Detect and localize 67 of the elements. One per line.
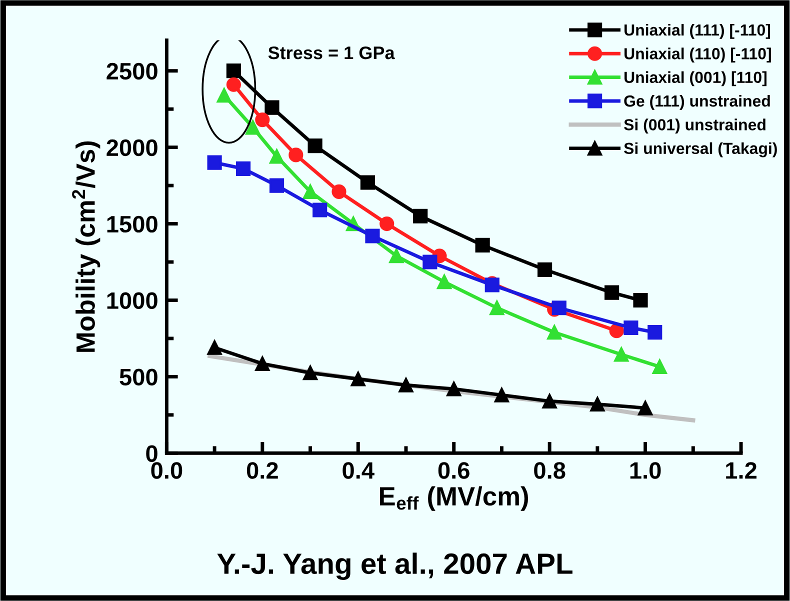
point [269,149,284,164]
point [360,175,375,190]
point [207,340,222,355]
x-tick-label: 0.8 [534,462,566,479]
point [302,184,318,199]
y-axis-title: Mobility (cm$^{2}$/Vs) [72,141,100,352]
point [638,400,653,416]
x-tick-label: 0.6 [438,462,470,479]
point [422,254,438,270]
point [308,138,322,154]
point [590,396,605,412]
point [226,77,241,92]
y-tick-label: 2000 [106,139,158,156]
point [236,161,251,176]
y-tick-label: 500 [120,368,158,386]
point [255,356,270,371]
legend-label: Uniaxial (111) [-110] [624,24,770,39]
point [413,208,428,224]
y-tick-label: 0 [146,445,158,462]
legend-label: Ge (111) unstrained [624,94,770,110]
point [652,359,667,374]
y-tick-label: 1500 [107,216,158,233]
y-tick-label: 2500 [106,62,158,80]
point [255,112,270,128]
point [537,262,552,277]
point [264,100,280,115]
point [207,155,222,170]
point [633,292,648,308]
point [436,274,452,290]
point [216,88,232,103]
point [302,366,318,380]
x-tick-label: 1.0 [630,462,661,479]
point [398,378,414,392]
point [490,300,504,316]
y-tick-label: 1000 [107,292,158,310]
legend-label: Uniaxial (001) [110] [624,71,766,86]
point [648,325,662,340]
point [609,324,624,338]
point [389,248,404,264]
point [288,148,304,162]
point [365,228,380,244]
point [494,388,510,402]
text: Y.-J. Yang et al., 2007 APL [217,552,572,580]
x-tick-label: 0.4 [342,462,374,479]
annotation: Stress = 1 GPa [268,46,395,60]
point [542,394,557,408]
point [269,178,284,193]
point [332,184,346,199]
point [312,202,328,218]
point [226,64,241,78]
point [446,382,462,396]
point [246,120,260,135]
point [475,238,490,252]
point [547,325,562,340]
legend-label: Si (001) unstrained [624,118,766,134]
point [604,285,620,300]
legend-label: Si universal (Takagi) [624,142,777,158]
point [624,320,638,336]
x-axis-title: E$_{eff}$ (MV/cm) [380,486,528,511]
point [380,216,394,232]
x-tick-label: 0.2 [246,462,278,479]
point [552,300,566,316]
point [350,372,366,386]
legend-label: Uniaxial (110) [-110] [624,48,771,63]
point [614,347,629,362]
x-tick-label: 0.0 [151,462,182,479]
x-tick-label: 1.2 [726,462,756,479]
